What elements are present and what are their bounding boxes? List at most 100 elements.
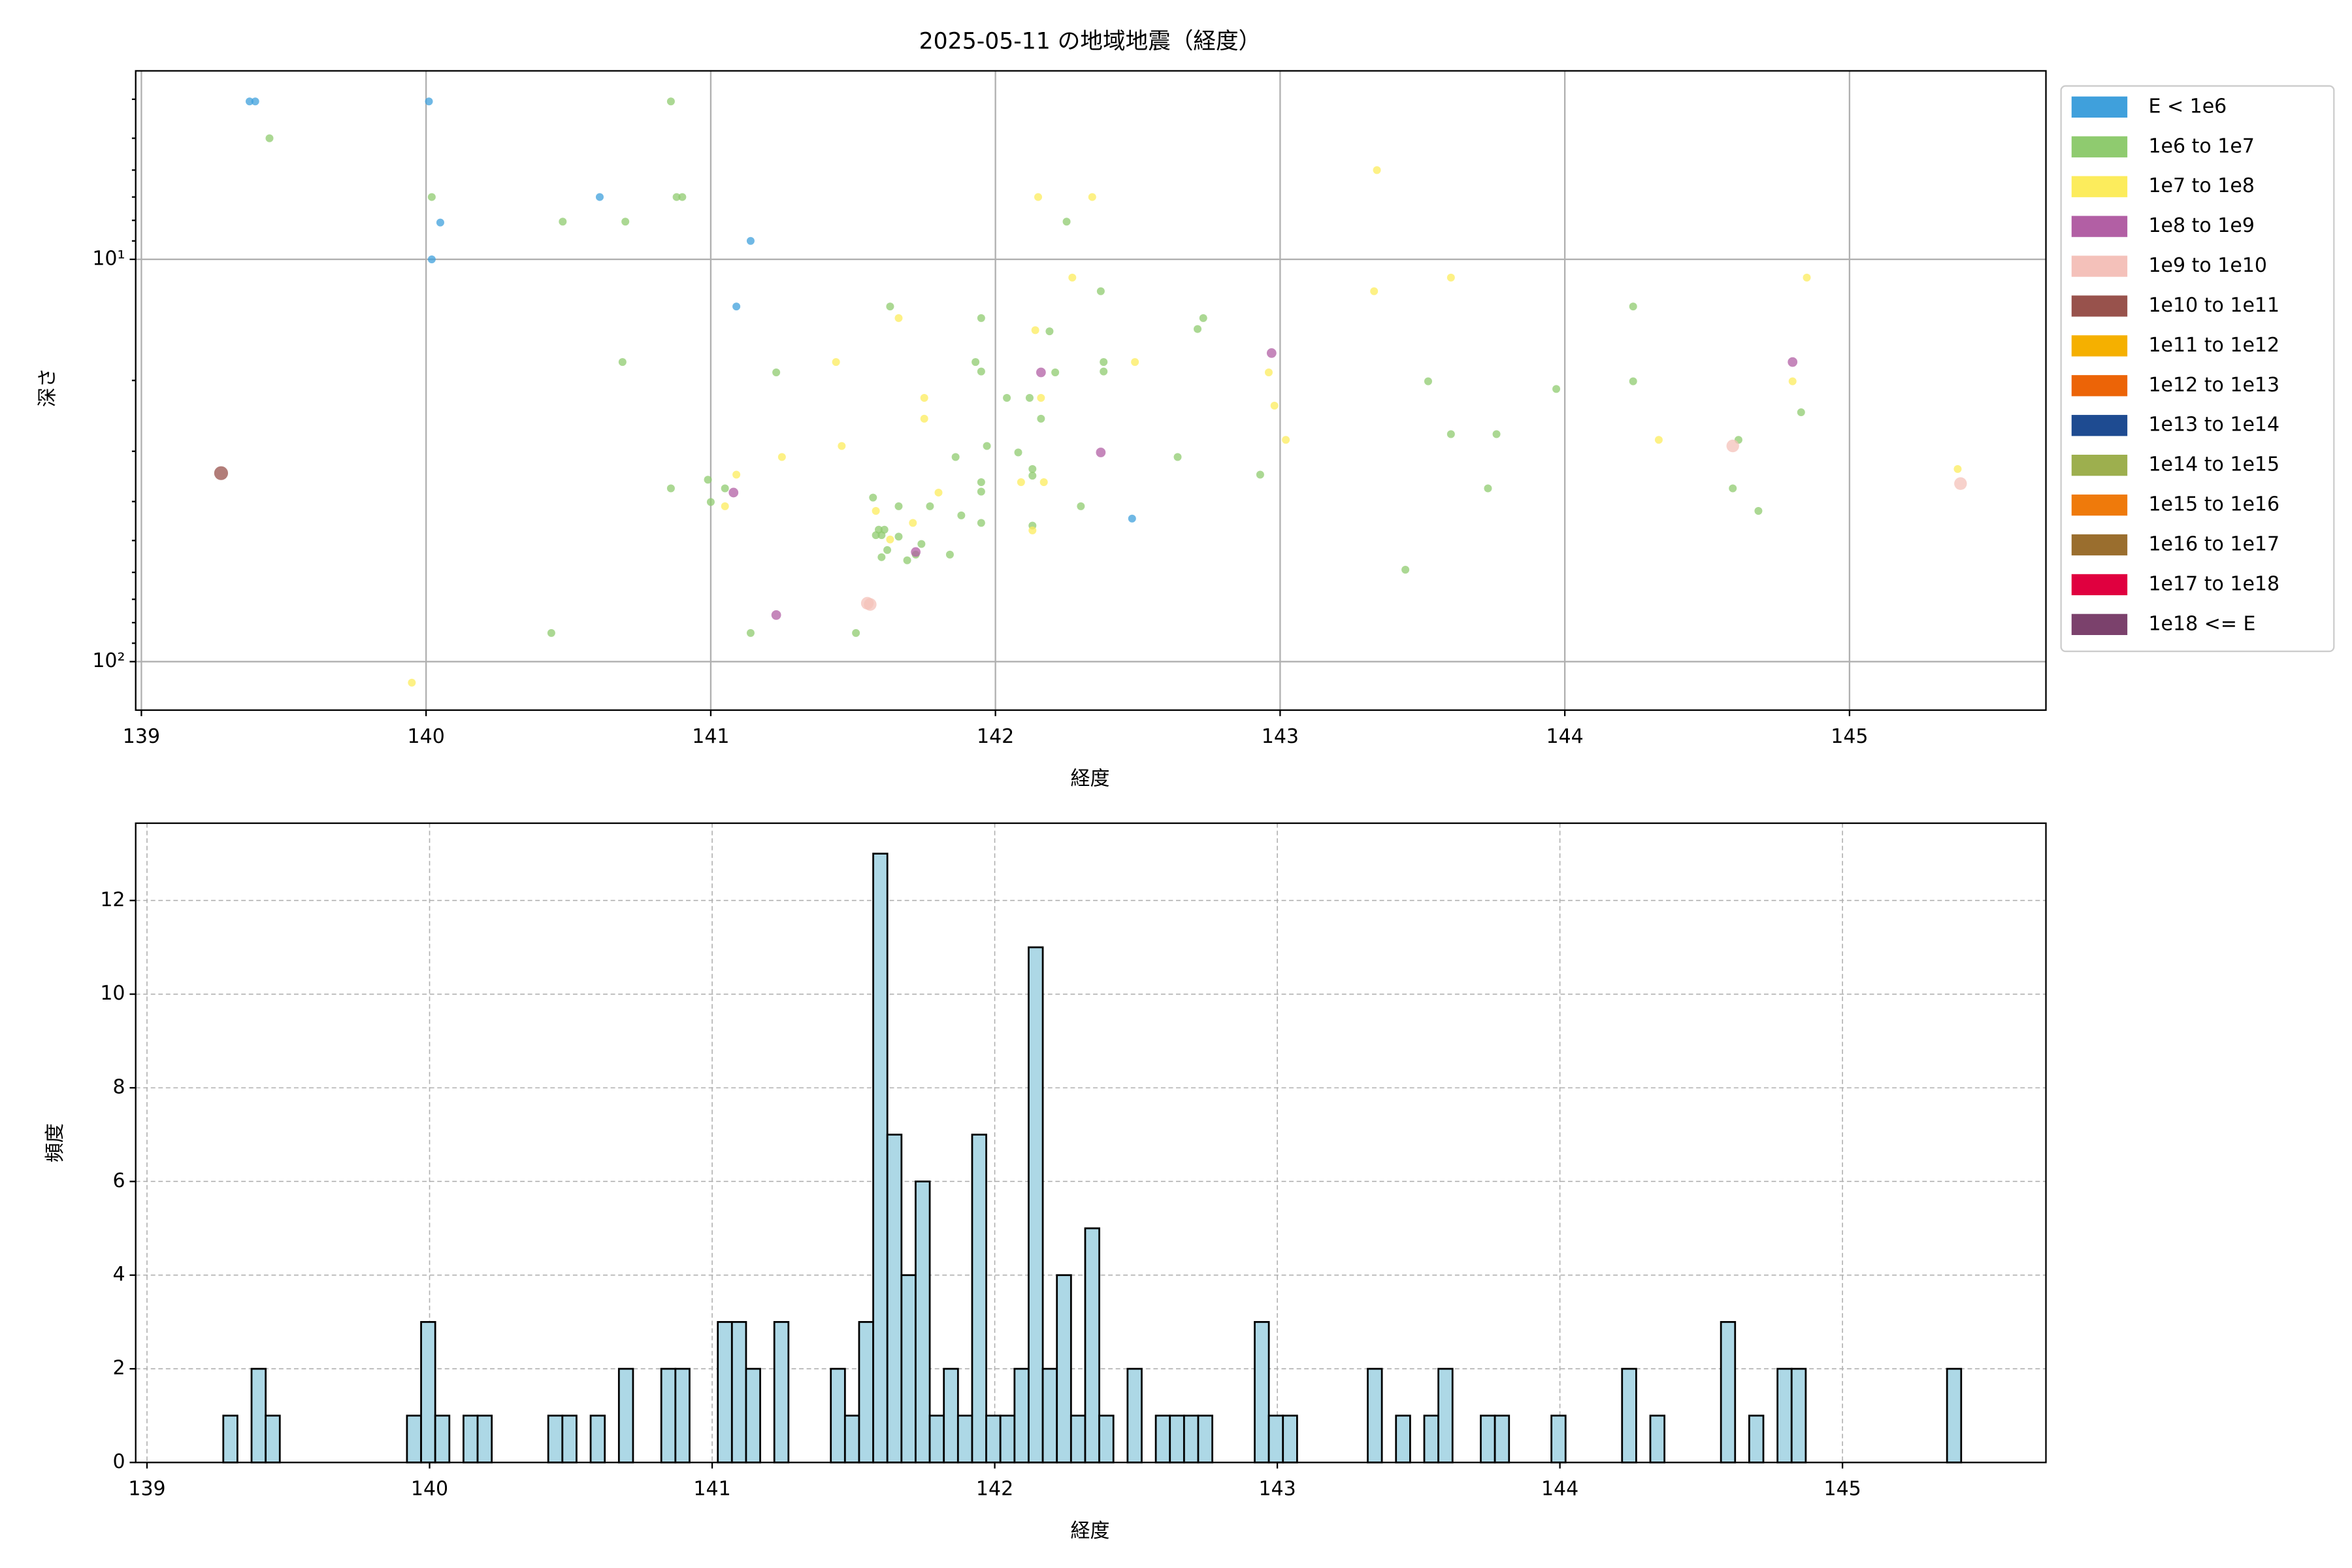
- legend-label: 1e13 to 1e14: [2148, 414, 2279, 436]
- y-axis-label: 頻度: [44, 1123, 67, 1162]
- point: [1803, 273, 1811, 282]
- point: [746, 629, 755, 637]
- point: [1270, 401, 1279, 410]
- bar: [1197, 1414, 1213, 1463]
- point: [666, 97, 675, 106]
- legend-label: 1e12 to 1e13: [2148, 374, 2279, 397]
- bar: [1126, 1367, 1143, 1463]
- point: [425, 97, 433, 106]
- legend-swatch: [2071, 335, 2128, 357]
- bar: [1494, 1414, 1511, 1463]
- x-axis-label: 経度: [1070, 1520, 1109, 1543]
- point: [1034, 193, 1043, 201]
- point: [977, 478, 985, 486]
- point: [972, 358, 980, 367]
- point: [1446, 430, 1455, 438]
- point: [886, 302, 894, 311]
- point: [872, 506, 880, 515]
- bar: [1013, 1367, 1030, 1463]
- point: [1552, 385, 1561, 393]
- point: [721, 502, 729, 510]
- point: [732, 302, 741, 311]
- legend-swatch: [2071, 216, 2128, 237]
- bar: [915, 1180, 931, 1463]
- point: [1025, 394, 1034, 402]
- point: [1088, 193, 1096, 201]
- point: [1401, 566, 1410, 574]
- point: [595, 193, 604, 201]
- legend-label: E < 1e6: [2148, 95, 2227, 118]
- point: [838, 442, 846, 450]
- bar: [745, 1367, 761, 1463]
- point: [618, 358, 627, 367]
- point: [1031, 326, 1039, 335]
- bar: [858, 1321, 874, 1463]
- point: [1797, 408, 1805, 417]
- legend-label: 1e17 to 1e18: [2148, 572, 2279, 595]
- legend-label: 1e8 to 1e9: [2148, 214, 2254, 237]
- point: [886, 535, 894, 544]
- point: [945, 550, 954, 559]
- bar: [1154, 1414, 1171, 1463]
- legend-swatch: [2071, 415, 2128, 436]
- point: [728, 487, 739, 498]
- point: [832, 358, 840, 367]
- legend-swatch: [2071, 295, 2128, 317]
- legend-label: 1e18 <= E: [2148, 612, 2255, 635]
- point: [1788, 357, 1798, 367]
- point: [547, 629, 555, 637]
- bar: [222, 1414, 238, 1463]
- point: [1199, 314, 1207, 322]
- point: [917, 540, 926, 548]
- point: [860, 596, 874, 610]
- bar: [1367, 1367, 1383, 1463]
- x-tick-label: 140: [408, 725, 445, 748]
- bar: [1395, 1414, 1411, 1463]
- point: [1096, 448, 1106, 457]
- point: [951, 453, 960, 461]
- point: [1754, 506, 1763, 515]
- bar: [843, 1414, 860, 1463]
- point: [1100, 367, 1108, 376]
- bar: [617, 1367, 634, 1463]
- point: [746, 237, 755, 245]
- point: [214, 466, 229, 480]
- x-tick-label: 145: [1823, 1478, 1861, 1501]
- point: [672, 193, 681, 201]
- y-tick-label: 6: [112, 1169, 125, 1192]
- point: [1036, 367, 1046, 378]
- bar: [1070, 1414, 1086, 1463]
- point: [894, 502, 903, 510]
- chart-title: 2025-05-11 の地域地震（経度）: [919, 29, 1262, 55]
- point: [1028, 472, 1037, 480]
- x-tick-label: 145: [1831, 725, 1868, 748]
- point: [869, 493, 877, 502]
- legend-swatch: [2071, 255, 2128, 277]
- point: [1131, 358, 1139, 367]
- legend-label: 1e16 to 1e17: [2148, 533, 2279, 556]
- bar: [660, 1367, 677, 1463]
- legend-swatch: [2071, 96, 2128, 118]
- point: [1037, 414, 1045, 423]
- point: [977, 314, 985, 322]
- bar: [928, 1414, 945, 1463]
- legend-label: 1e11 to 1e12: [2148, 334, 2279, 357]
- x-tick-label: 143: [1258, 1478, 1296, 1501]
- point: [1266, 348, 1277, 358]
- bar: [1437, 1367, 1454, 1463]
- legend-label: 1e10 to 1e11: [2148, 294, 2279, 317]
- bar: [1550, 1414, 1567, 1463]
- point: [1282, 436, 1290, 444]
- x-tick-label: 142: [976, 1478, 1013, 1501]
- point: [872, 531, 880, 540]
- point: [1051, 368, 1060, 376]
- point: [732, 470, 741, 479]
- legend-label: 1e7 to 1e8: [2148, 174, 2254, 197]
- point: [1037, 394, 1045, 402]
- bar: [1041, 1367, 1058, 1463]
- point: [1788, 377, 1797, 385]
- bar: [1056, 1274, 1072, 1463]
- point: [880, 525, 889, 534]
